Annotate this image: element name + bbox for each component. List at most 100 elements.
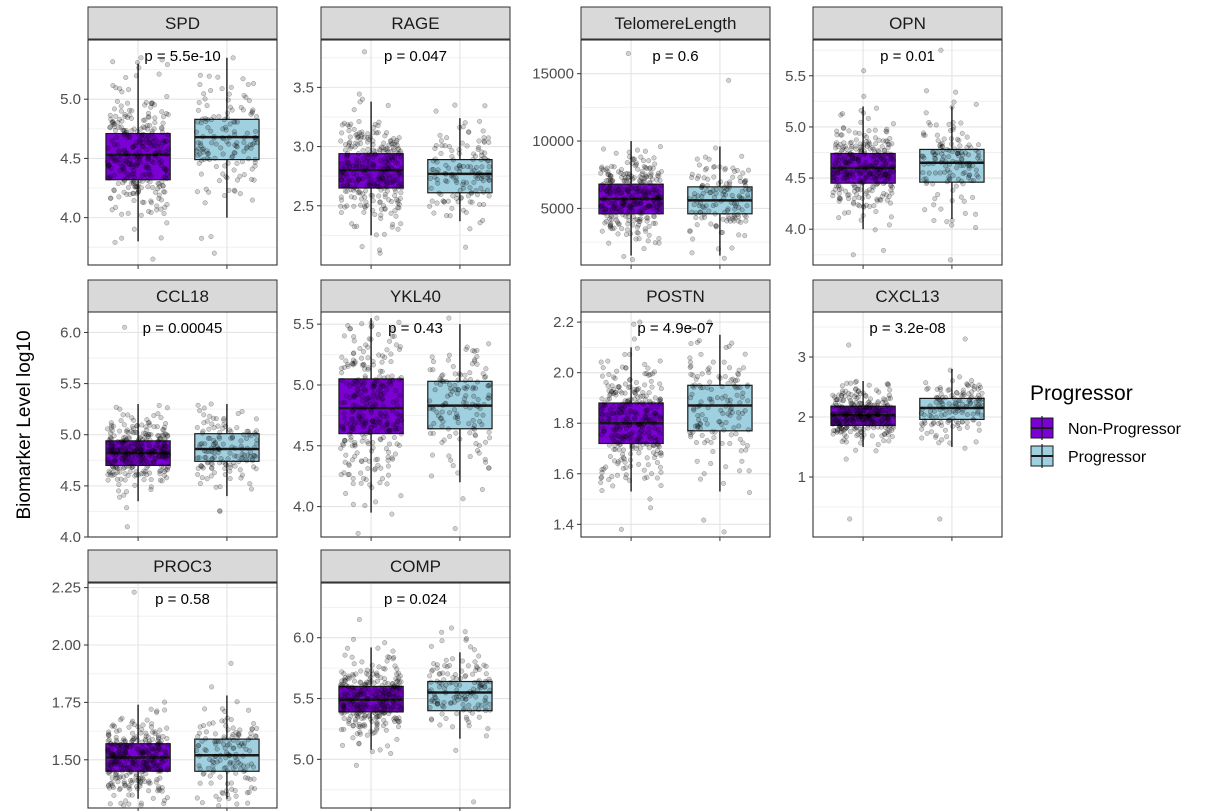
data-point bbox=[115, 755, 122, 762]
data-points bbox=[105, 324, 172, 530]
data-point bbox=[140, 447, 146, 453]
data-point bbox=[238, 456, 244, 462]
data-point bbox=[132, 184, 138, 190]
data-point bbox=[735, 372, 741, 378]
data-point bbox=[348, 428, 354, 434]
data-point bbox=[384, 347, 390, 353]
data-point bbox=[850, 181, 856, 187]
y-tick-label: 4.0 bbox=[60, 210, 81, 227]
data-point bbox=[346, 471, 352, 477]
data-point bbox=[878, 424, 884, 430]
data-point bbox=[482, 697, 488, 704]
data-point bbox=[934, 132, 940, 138]
data-point bbox=[975, 386, 981, 392]
data-point bbox=[831, 177, 837, 184]
data-point bbox=[377, 184, 383, 190]
data-point bbox=[483, 695, 489, 701]
data-point bbox=[620, 171, 626, 178]
data-point bbox=[712, 211, 718, 217]
data-point bbox=[608, 221, 614, 227]
data-point bbox=[380, 144, 386, 150]
data-point bbox=[607, 223, 613, 229]
data-point bbox=[637, 445, 643, 451]
data-point bbox=[742, 180, 748, 186]
data-point bbox=[832, 394, 838, 400]
data-point bbox=[702, 440, 708, 446]
data-point bbox=[450, 157, 456, 163]
data-point bbox=[633, 196, 639, 202]
data-point bbox=[946, 401, 952, 407]
data-point bbox=[355, 141, 361, 147]
data-point bbox=[696, 338, 702, 344]
data-point bbox=[846, 192, 852, 198]
data-point bbox=[435, 180, 441, 186]
data-point bbox=[164, 449, 170, 455]
data-point bbox=[732, 383, 738, 389]
data-point bbox=[108, 436, 115, 442]
data-point bbox=[341, 427, 347, 433]
data-point bbox=[380, 384, 386, 390]
data-point bbox=[644, 474, 650, 480]
data-point bbox=[460, 702, 466, 708]
data-point bbox=[165, 464, 171, 470]
data-point bbox=[458, 195, 464, 201]
data-point bbox=[231, 118, 237, 125]
data-point bbox=[243, 746, 249, 752]
data-point bbox=[209, 456, 215, 462]
data-point bbox=[616, 407, 622, 413]
data-point bbox=[347, 139, 353, 145]
data-point bbox=[222, 193, 228, 199]
data-point bbox=[237, 743, 243, 749]
data-point bbox=[867, 171, 873, 177]
data-point bbox=[657, 430, 663, 436]
data-point bbox=[472, 433, 479, 439]
data-point bbox=[249, 197, 255, 203]
data-point bbox=[865, 405, 871, 411]
plot-area bbox=[321, 312, 510, 537]
data-point bbox=[701, 471, 707, 477]
data-point bbox=[227, 761, 233, 767]
data-point bbox=[157, 775, 163, 781]
data-point bbox=[837, 397, 843, 403]
data-point bbox=[124, 505, 130, 511]
data-point bbox=[377, 250, 383, 256]
data-point bbox=[201, 412, 207, 418]
data-point bbox=[132, 179, 138, 185]
data-point bbox=[624, 186, 630, 193]
data-point bbox=[207, 756, 213, 763]
data-point bbox=[203, 455, 209, 461]
data-point bbox=[614, 368, 620, 374]
data-point bbox=[112, 452, 118, 458]
data-point bbox=[237, 727, 243, 733]
data-point bbox=[108, 746, 114, 752]
data-point bbox=[845, 411, 852, 417]
data-point bbox=[866, 402, 872, 408]
data-point bbox=[861, 93, 867, 99]
data-point bbox=[120, 127, 126, 133]
data-point bbox=[116, 482, 122, 488]
data-point bbox=[465, 164, 471, 170]
data-point bbox=[625, 412, 631, 418]
data-point bbox=[886, 428, 892, 434]
data-point bbox=[742, 183, 748, 189]
data-point bbox=[359, 164, 366, 170]
data-point bbox=[872, 412, 878, 419]
data-point bbox=[636, 185, 642, 191]
data-point bbox=[608, 173, 614, 179]
data-point bbox=[644, 407, 650, 413]
data-point bbox=[119, 715, 125, 721]
data-point bbox=[884, 403, 890, 409]
data-point bbox=[643, 172, 649, 178]
data-point bbox=[476, 707, 482, 713]
data-point bbox=[642, 192, 648, 198]
data-point bbox=[377, 700, 384, 706]
data-point bbox=[617, 209, 623, 215]
data-point bbox=[920, 132, 927, 138]
data-point bbox=[888, 183, 894, 189]
data-point bbox=[145, 434, 151, 440]
data-point bbox=[657, 144, 663, 150]
data-point bbox=[445, 357, 451, 363]
data-point bbox=[923, 180, 929, 187]
data-point bbox=[376, 714, 382, 720]
data-point bbox=[137, 160, 143, 166]
